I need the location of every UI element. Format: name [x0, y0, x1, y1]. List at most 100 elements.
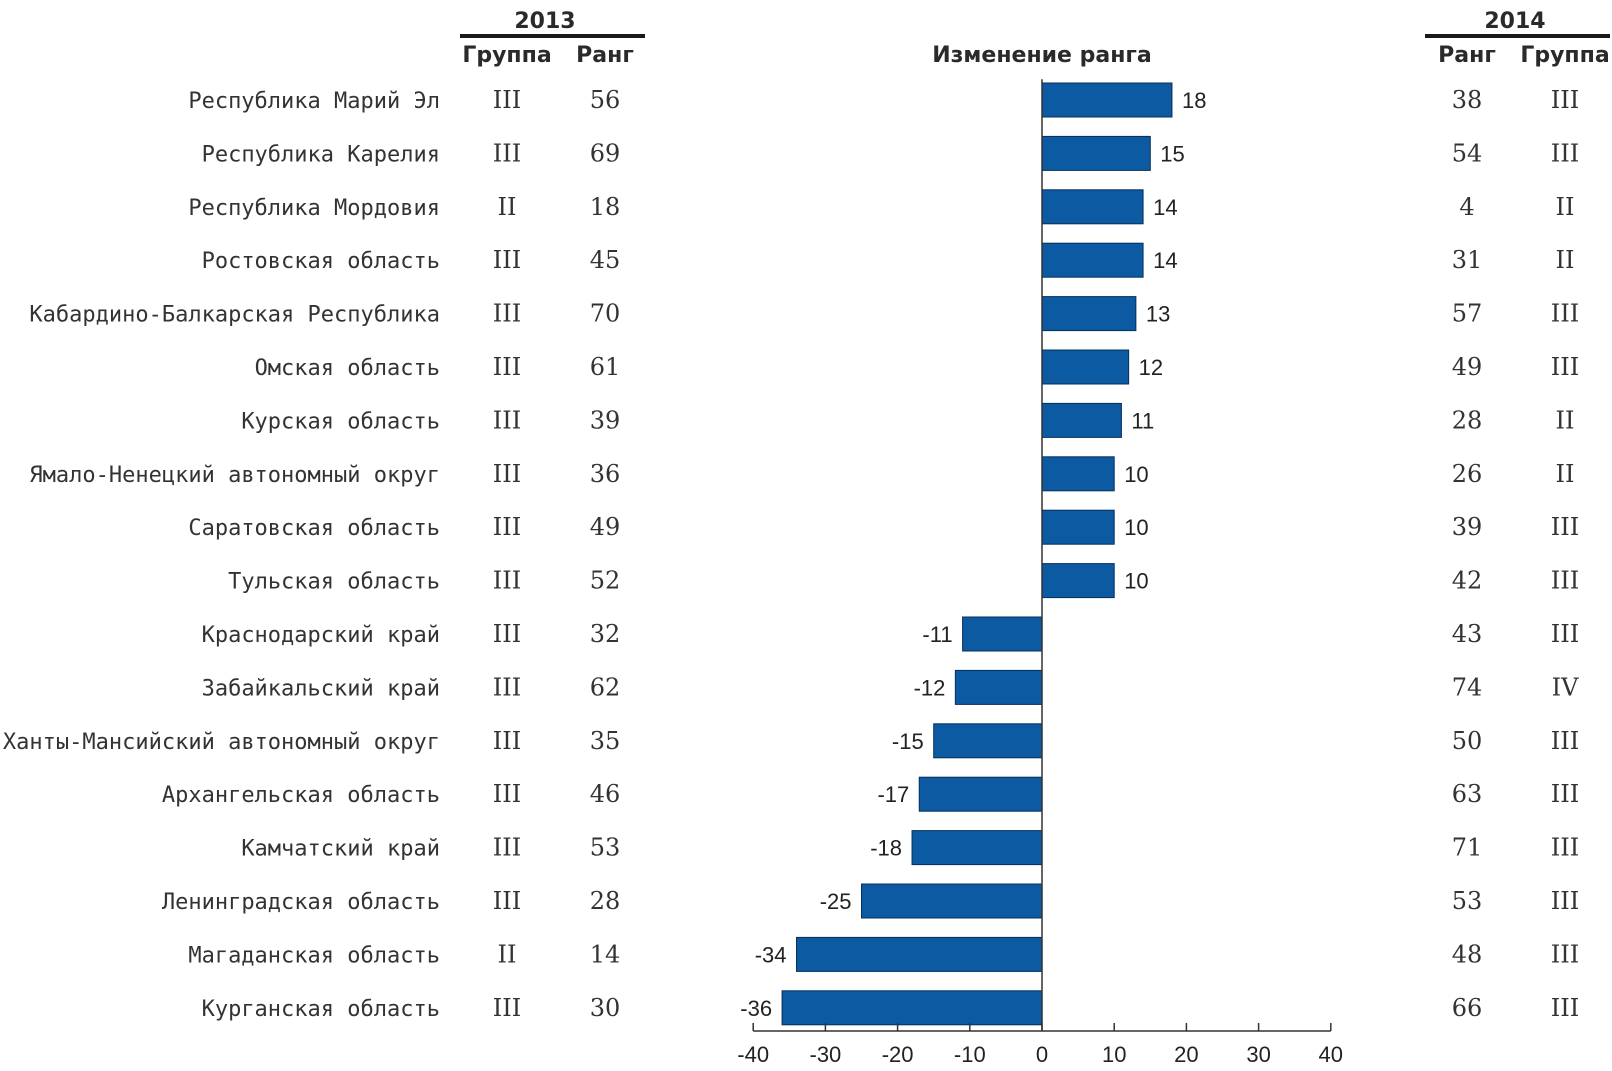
group-2013-cell: III [493, 567, 521, 595]
table-row: Курганская область III 30 66 III [202, 994, 1580, 1022]
bar [796, 936, 1043, 972]
group-2014-cell: III [1551, 834, 1579, 862]
table-row: Республика Марий Эл III 56 38 III [188, 86, 1579, 114]
rank-2014-cell: 43 [1452, 620, 1483, 648]
group-2013-cell: III [493, 139, 521, 167]
group-2013-cell: III [493, 86, 521, 114]
bar [1041, 242, 1144, 278]
x-axis: -40 -30 -20 -10 0 10 20 30 40 [737, 79, 1343, 1067]
bar [861, 883, 1043, 919]
rank-2013-cell: 53 [590, 834, 621, 862]
bar [918, 776, 1043, 812]
rank-2014-cell: 53 [1452, 887, 1483, 915]
region-name: Тульская область [228, 570, 440, 595]
table-row: Ленинградская область III 28 53 III [162, 887, 1579, 915]
rank-2014-cell: 66 [1452, 994, 1483, 1022]
group-2013-cell: III [493, 673, 521, 701]
region-name: Ростовская область [202, 249, 440, 274]
table-row: Забайкальский край III 62 74 IV [202, 673, 1579, 701]
group-2013-cell: III [493, 780, 521, 808]
rank-2013-cell: 61 [590, 353, 621, 381]
rank-2014-cell: 38 [1452, 86, 1483, 114]
region-name: Архангельская область [162, 783, 440, 808]
rank-2013-cell: 46 [590, 780, 621, 808]
rank-2013-cell: 14 [590, 940, 621, 968]
bar-value-label: -15 [892, 729, 924, 754]
region-name: Республика Карелия [202, 142, 440, 167]
rank-2014-cell: 63 [1452, 780, 1483, 808]
bar [911, 830, 1043, 866]
rank-2014-cell: 74 [1452, 673, 1483, 701]
group-2014-cell: III [1551, 300, 1579, 328]
group-2014-cell: III [1551, 940, 1579, 968]
group-2014-cell: III [1551, 567, 1579, 595]
group-2013-cell: II [498, 193, 517, 221]
rank-2013-cell: 49 [590, 513, 621, 541]
x-tick-label: -30 [810, 1042, 842, 1067]
table-row: Курская область III 39 28 II [241, 406, 1574, 434]
rank-2014-cell: 54 [1452, 139, 1483, 167]
table-row: Камчатский край III 53 71 III [241, 834, 1579, 862]
group-2013-cell: III [493, 246, 521, 274]
bar-value-label: -34 [755, 942, 787, 967]
region-name: Республика Мордовия [188, 196, 440, 221]
table-row: Ямало-Ненецкий автономный округ III 36 26 II [29, 460, 1574, 488]
rank-2013-cell: 70 [590, 300, 621, 328]
rank-2014-cell: 71 [1452, 834, 1483, 862]
bar [1041, 296, 1137, 332]
bar [1041, 82, 1173, 118]
rank-2013-cell: 30 [590, 994, 621, 1022]
header-group-2014: Группа [1520, 43, 1609, 68]
region-name: Магаданская область [188, 943, 440, 968]
group-2013-cell: III [493, 513, 521, 541]
chart-title: Изменение ранга [932, 43, 1152, 68]
bar-value-label: -17 [877, 782, 909, 807]
group-2013-cell: III [493, 406, 521, 434]
bar [1041, 189, 1144, 225]
bar-value-label: 13 [1146, 302, 1170, 327]
group-2013-cell: III [493, 300, 521, 328]
bar-value-label: -11 [922, 622, 952, 647]
table-row: Краснодарский край III 32 43 III [202, 620, 1580, 648]
bar [933, 723, 1043, 759]
group-2014-cell: IV [1552, 673, 1579, 701]
bar-value-label: 10 [1124, 569, 1148, 594]
bar-value-label: -25 [820, 889, 852, 914]
region-name: Курганская область [202, 997, 440, 1022]
rank-2013-cell: 28 [590, 887, 621, 915]
table-row: Магаданская область II 14 48 III [188, 940, 1579, 968]
group-2014-cell: II [1556, 460, 1575, 488]
group-2014-cell: III [1551, 780, 1579, 808]
bar [1041, 563, 1115, 599]
table-row: Республика Карелия III 69 54 III [202, 139, 1580, 167]
group-2014-cell: II [1556, 246, 1575, 274]
bar [1041, 402, 1122, 438]
table-row: Кабардино-Балкарская Республика III 70 57 II… [29, 300, 1579, 328]
table-row: Ханты-Мансийский автономный округ III 35 50… [3, 727, 1579, 755]
rank-2014-cell: 39 [1452, 513, 1483, 541]
table-row: Ростовская область III 45 31 II [202, 246, 1575, 274]
table-row: Архангельская область III 46 63 III [162, 780, 1579, 808]
group-2014-cell: III [1551, 727, 1579, 755]
rank-2013-cell: 39 [590, 406, 621, 434]
year-2013-label: 2013 [514, 9, 575, 34]
region-name: Забайкальский край [202, 676, 440, 701]
bar-value-label: 14 [1153, 248, 1177, 273]
bar-value-label: 14 [1153, 195, 1177, 220]
bar-value-label: 10 [1124, 515, 1148, 540]
bar-value-label: 12 [1139, 355, 1163, 380]
rank-2014-cell: 48 [1452, 940, 1483, 968]
group-2014-cell: II [1556, 406, 1575, 434]
region-name: Краснодарский край [202, 623, 440, 648]
group-2014-cell: III [1551, 353, 1579, 381]
group-2013-cell: III [493, 620, 521, 648]
bar [962, 616, 1043, 652]
rank-2013-cell: 35 [590, 727, 621, 755]
rank-2014-cell: 26 [1452, 460, 1483, 488]
x-tick-label: 20 [1174, 1042, 1198, 1067]
group-2014-cell: III [1551, 994, 1579, 1022]
bar [1041, 135, 1151, 171]
x-tick-label: -10 [954, 1042, 986, 1067]
rank-2013-cell: 69 [590, 139, 621, 167]
